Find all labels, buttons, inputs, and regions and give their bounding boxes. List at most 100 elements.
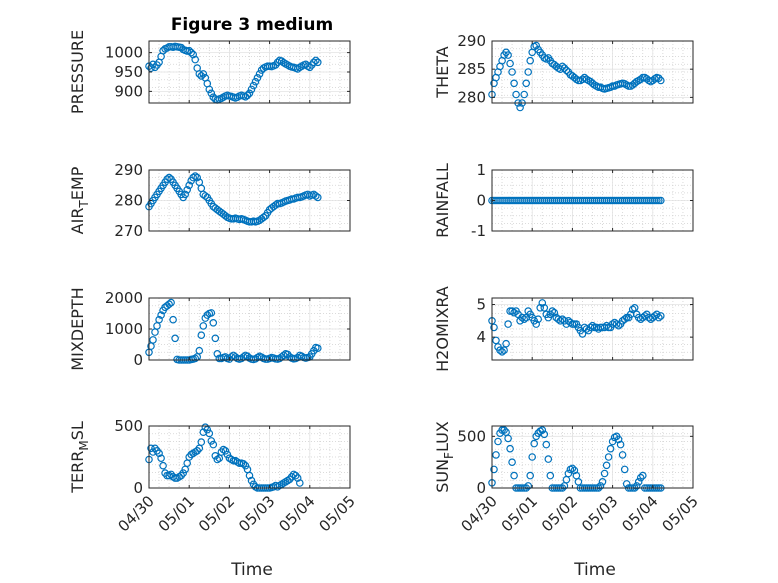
data-point <box>205 429 214 438</box>
y-tick-label: 500 <box>114 417 143 435</box>
data-point <box>560 64 569 72</box>
data-point <box>588 321 597 330</box>
data-point <box>183 186 192 194</box>
data-point <box>500 346 508 355</box>
data-point <box>524 482 533 490</box>
y-axis-label: H2OMIXRA <box>433 286 452 372</box>
data-point <box>540 303 549 312</box>
data-point <box>159 461 167 470</box>
data-point <box>189 50 198 59</box>
data-point <box>155 449 163 458</box>
data-point <box>167 298 175 307</box>
data-point <box>197 438 206 446</box>
data-point <box>498 347 506 356</box>
data-point <box>636 473 645 482</box>
data-point <box>147 64 155 72</box>
data-point <box>510 471 518 480</box>
data-point <box>490 465 498 474</box>
data-point <box>656 76 665 85</box>
figure-title: Figure 3 medium <box>171 15 333 35</box>
x-axis-label-left: Time <box>230 560 273 580</box>
data-point <box>528 453 537 461</box>
data-point <box>510 79 518 88</box>
data-point <box>524 68 533 76</box>
data-point <box>213 349 222 358</box>
data-point <box>171 334 179 343</box>
data-point <box>221 446 230 455</box>
data-point <box>638 471 647 480</box>
data-point <box>604 453 613 461</box>
data-point <box>313 58 322 67</box>
data-point <box>640 312 649 320</box>
data-point <box>207 437 216 445</box>
data-point <box>313 193 322 202</box>
data-point <box>199 70 208 78</box>
data-point <box>620 315 629 324</box>
data-point <box>157 454 165 463</box>
y-tick-label: -1 <box>471 222 486 240</box>
data-point <box>243 91 252 100</box>
data-point <box>149 336 157 344</box>
axes-box <box>148 425 351 489</box>
data-point <box>542 440 551 449</box>
data-point <box>598 477 607 486</box>
data-point <box>602 461 611 470</box>
y-tick-label: 4 <box>476 328 486 346</box>
y-axis-label: SUNFLUX <box>433 421 456 493</box>
data-point <box>195 346 204 355</box>
data-point <box>259 213 268 222</box>
data-point <box>508 68 516 76</box>
data-point <box>600 469 609 478</box>
y-tick-label: 950 <box>114 63 143 81</box>
data-point <box>504 51 512 59</box>
y-axis-label: PRESSURE <box>68 30 87 114</box>
y-tick-label: 280 <box>457 88 486 106</box>
data-point <box>556 316 565 325</box>
y-axis-label: AIRTEMP <box>68 166 91 234</box>
data-point <box>179 469 188 477</box>
data-point <box>596 482 605 490</box>
data-point <box>504 434 512 443</box>
data-point <box>538 426 547 434</box>
data-point <box>211 334 220 343</box>
subplot-air-temp: 270 280 290 AIRTEMP <box>68 161 351 240</box>
y-tick-label: 900 <box>114 82 143 100</box>
data-point <box>207 89 216 98</box>
y-tick-label: 5 <box>476 296 486 314</box>
data-point <box>247 85 256 94</box>
data-point <box>522 79 531 88</box>
data-point <box>163 175 171 184</box>
data-point <box>223 450 232 459</box>
data-point <box>558 62 567 71</box>
data-point <box>508 458 516 467</box>
data-point <box>209 318 218 327</box>
data-point <box>181 190 190 199</box>
data-point <box>544 455 553 463</box>
data-point <box>632 482 641 490</box>
data-point <box>546 471 555 480</box>
data-point <box>187 48 196 57</box>
data-point <box>193 173 202 182</box>
subplot-theta: 280 285 290 THETA <box>433 32 694 112</box>
data-point <box>518 313 526 322</box>
y-tick-label: 0 <box>476 192 486 210</box>
data-point <box>311 56 320 65</box>
y-tick-label: 2000 <box>105 289 143 307</box>
data-point <box>313 344 322 353</box>
subplot-h2omixra: 4 5 H2OMIXRA <box>433 286 694 372</box>
data-point <box>247 476 256 485</box>
data-point <box>245 471 254 480</box>
data-point <box>165 173 173 182</box>
data-point <box>622 480 631 488</box>
y-tick-label: 0 <box>476 479 486 497</box>
data-point <box>532 41 541 50</box>
data-point <box>253 74 262 82</box>
data-point <box>568 464 577 473</box>
data-point <box>548 307 557 315</box>
x-axis-label-right: Time <box>573 560 616 580</box>
data-point <box>606 444 615 453</box>
data-point <box>205 85 214 94</box>
data-point <box>241 461 250 470</box>
data-point <box>654 74 663 83</box>
